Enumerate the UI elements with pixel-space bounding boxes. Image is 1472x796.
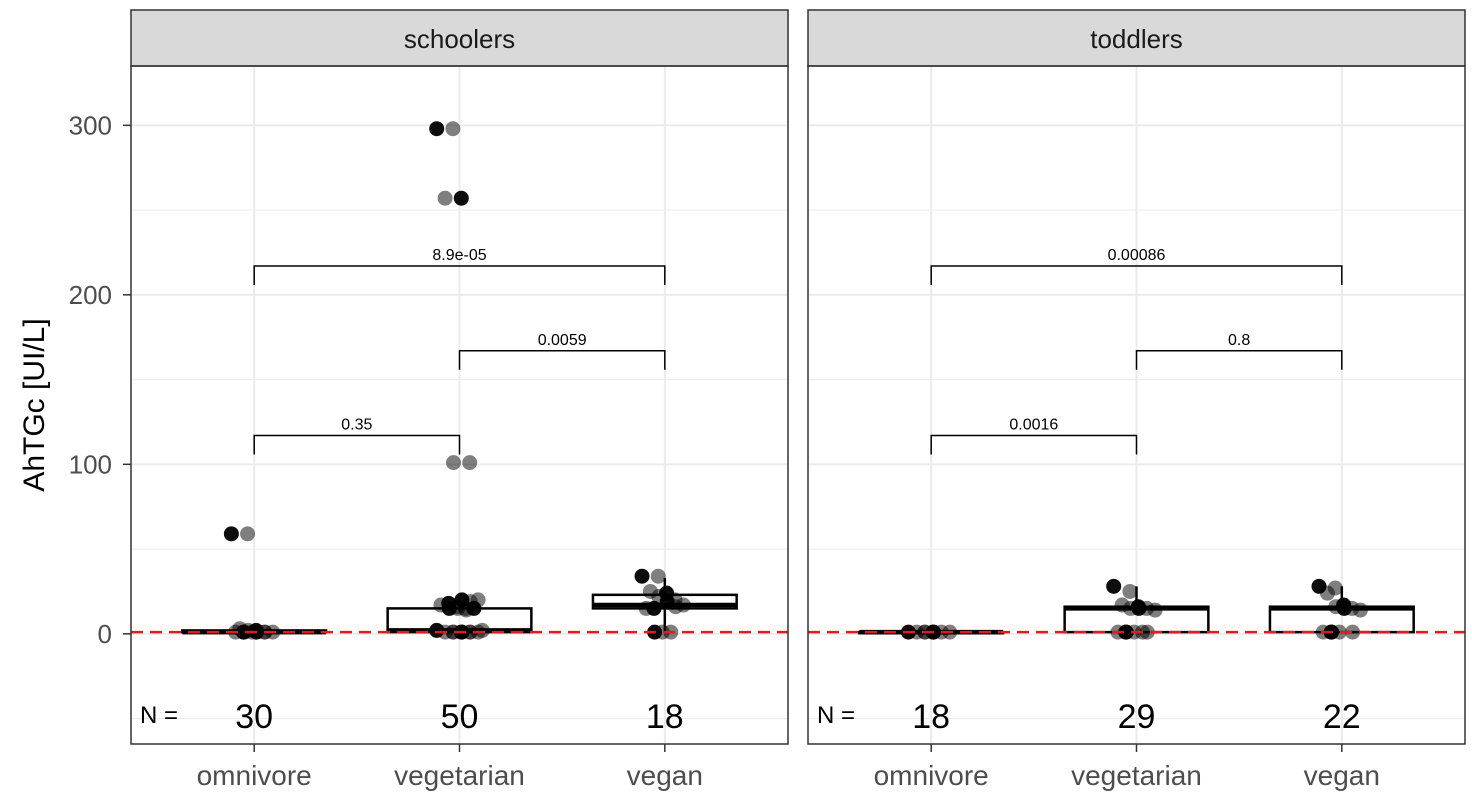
data-point [1131,600,1147,616]
data-point [453,190,469,206]
x-tick-label: vegetarian [394,760,525,791]
p-value-label: 0.8 [1228,332,1250,349]
data-point [1319,585,1335,601]
facet-strip [130,9,789,67]
data-point [1352,602,1368,618]
comparison-bracket [253,265,666,286]
x-tick-label: vegan [627,760,703,791]
data-point [429,121,445,137]
data-point [445,121,461,137]
n-count-label: 30 [235,698,273,736]
data-point [240,526,256,542]
data-point [458,602,474,618]
data-point [634,568,650,584]
y-tick-label: 100 [69,449,112,479]
p-value-label: 0.0016 [1009,417,1058,434]
data-point [650,568,666,584]
data-point [668,599,684,615]
n-count-label: 29 [1118,698,1156,736]
x-tick-label: omnivore [197,760,312,791]
panel-schoolers [130,9,789,752]
x-tick-label: vegan [1304,760,1380,791]
data-point [462,624,478,640]
x-tick-label: omnivore [874,760,989,791]
p-value-label: 0.0059 [538,332,587,349]
p-value-label: 8.9e-05 [432,247,486,264]
data-point [1336,600,1352,616]
data-point [1106,578,1122,594]
comparison-bracket [253,434,461,455]
y-axis-label: AhTGc [UI/L] [18,318,51,491]
p-value-label: 0.35 [341,417,372,434]
n-count-label: 22 [1323,698,1361,736]
data-point [437,190,453,206]
y-tick-label: 300 [69,110,112,140]
data-point [1118,624,1134,640]
data-point [223,526,239,542]
p-value-label: 0.00086 [1108,247,1166,264]
data-point [462,455,478,471]
comparison-bracket [1135,350,1343,370]
comparison-bracket [458,350,666,370]
data-point [1345,624,1361,640]
comparison-bracket [930,434,1138,455]
data-point [236,624,252,640]
n-prefix-label: N = [817,702,855,729]
y-tick-label: 0 [98,619,112,649]
y-tick-label: 200 [69,280,112,310]
facet-label: toddlers [1090,24,1183,54]
n-count-label: 18 [646,698,684,736]
data-point [1147,602,1163,618]
facet-strip [807,9,1466,67]
data-point [1122,583,1138,599]
comparison-bracket [930,265,1343,286]
n-count-label: 50 [441,698,479,736]
x-tick-label: vegetarian [1071,760,1202,791]
n-prefix-label: N = [140,702,178,729]
data-point [638,600,654,616]
facet-label: schoolers [404,24,515,54]
panel-toddlers [807,9,1466,752]
data-point [446,455,461,471]
n-count-label: 18 [912,698,950,736]
